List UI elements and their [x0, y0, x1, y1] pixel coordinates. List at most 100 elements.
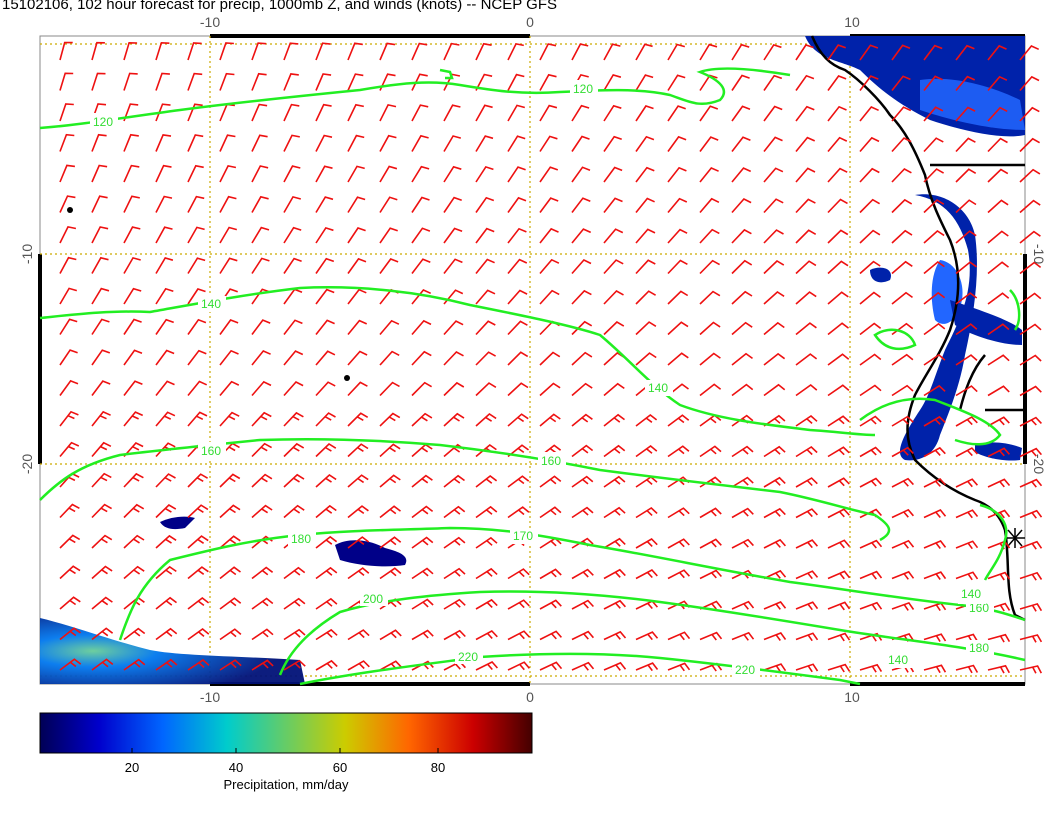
map-frame — [39, 35, 1026, 685]
wind-barb — [859, 44, 879, 61]
wind-barb — [987, 230, 1009, 244]
wind-barb — [507, 475, 530, 488]
wind-barb — [507, 599, 530, 610]
wind-barb — [443, 505, 466, 519]
contour-label: 140 — [201, 297, 221, 311]
precip-colorbar: 20 40 60 80 Precipitation, mm/day — [39, 712, 533, 792]
wind-barb — [763, 383, 786, 397]
wind-barb — [411, 598, 434, 610]
wind-barb — [251, 380, 272, 397]
wind-barb — [1019, 106, 1040, 122]
wind-barb — [699, 228, 720, 244]
wind-barb — [475, 289, 496, 305]
wind-barb — [91, 565, 113, 580]
wind-barb — [891, 44, 911, 61]
wind-barb — [827, 322, 849, 336]
wind-barb — [123, 534, 145, 549]
wind-barb — [251, 442, 272, 458]
wind-barb — [219, 257, 238, 274]
wind-barb — [507, 258, 528, 275]
wind-barb — [123, 318, 142, 335]
wind-barb — [379, 443, 401, 458]
wind-barb — [859, 353, 882, 366]
wind-barb — [987, 571, 1011, 581]
wind-barb — [251, 659, 274, 671]
wind-barb — [635, 290, 657, 305]
wind-barb — [539, 104, 558, 122]
wind-barb — [955, 540, 979, 550]
wind-barb — [507, 630, 530, 641]
wind-barb — [123, 380, 143, 396]
wind-barb — [283, 473, 305, 488]
wind-barb — [123, 349, 143, 366]
wind-barb — [763, 198, 784, 214]
wind-barb — [955, 571, 979, 581]
wind-barb — [891, 415, 914, 427]
wind-barb — [923, 168, 944, 183]
wind-barb — [539, 475, 562, 488]
wind-barb — [123, 658, 146, 671]
wind-barb — [1019, 168, 1041, 183]
wind-barb — [763, 105, 783, 122]
wind-barb — [91, 627, 114, 641]
wind-barb — [923, 540, 947, 549]
wind-barb — [155, 318, 174, 335]
wind-barb — [667, 259, 688, 275]
wind-barb — [219, 134, 236, 152]
wind-barb — [571, 599, 594, 610]
wind-barb — [347, 73, 364, 91]
wind-barb — [59, 41, 73, 61]
wind-barb — [539, 599, 562, 610]
contour-label: 160 — [969, 601, 989, 615]
contour-label: 160 — [201, 444, 221, 458]
wind-barb — [315, 288, 335, 305]
wind-barb — [379, 103, 397, 122]
wind-barb — [571, 413, 593, 427]
wind-barb — [923, 291, 946, 305]
wind-barb — [187, 596, 210, 610]
wind-barb — [763, 74, 783, 91]
wind-barb — [795, 136, 816, 153]
wind-barb — [59, 133, 75, 152]
wind-barb — [635, 444, 658, 458]
contour-label: 120 — [573, 82, 593, 96]
wind-barb — [59, 410, 79, 427]
wind-barb — [187, 411, 208, 427]
wind-barb — [1019, 602, 1043, 612]
wind-barb — [571, 382, 593, 397]
wind-barb — [731, 259, 753, 275]
wind-barb — [507, 104, 526, 122]
wind-barb — [667, 166, 687, 183]
wind-barb — [379, 134, 397, 152]
wind-barb — [155, 596, 177, 610]
wind-barb — [315, 319, 335, 335]
wind-barb — [219, 164, 237, 183]
wind-barb — [859, 75, 879, 91]
wind-barb — [379, 165, 398, 183]
wind-barb — [955, 447, 978, 458]
wind-barb — [955, 385, 978, 397]
wind-barb — [987, 168, 1009, 183]
wind-barb — [91, 349, 111, 366]
wind-barb — [507, 382, 529, 397]
wind-barb — [635, 321, 657, 336]
wind-barb — [347, 629, 370, 641]
wind-barb — [507, 289, 528, 305]
wind-barb — [155, 627, 178, 641]
wind-barb — [891, 260, 913, 275]
wind-barb — [443, 536, 466, 549]
wind-barb — [699, 136, 719, 152]
wind-barb — [123, 411, 144, 427]
wind-barb — [347, 319, 368, 336]
colorbar-title: Precipitation, mm/day — [224, 777, 349, 792]
wind-barb — [635, 166, 655, 183]
wind-barb — [635, 352, 657, 366]
wind-barb — [795, 632, 819, 642]
wind-barb — [187, 72, 203, 91]
wind-barb — [59, 658, 82, 671]
wind-barb — [91, 658, 114, 671]
wind-barb — [571, 351, 593, 366]
wind-barb — [827, 198, 848, 214]
wind-barb — [219, 535, 241, 549]
wind-barb — [411, 227, 431, 244]
